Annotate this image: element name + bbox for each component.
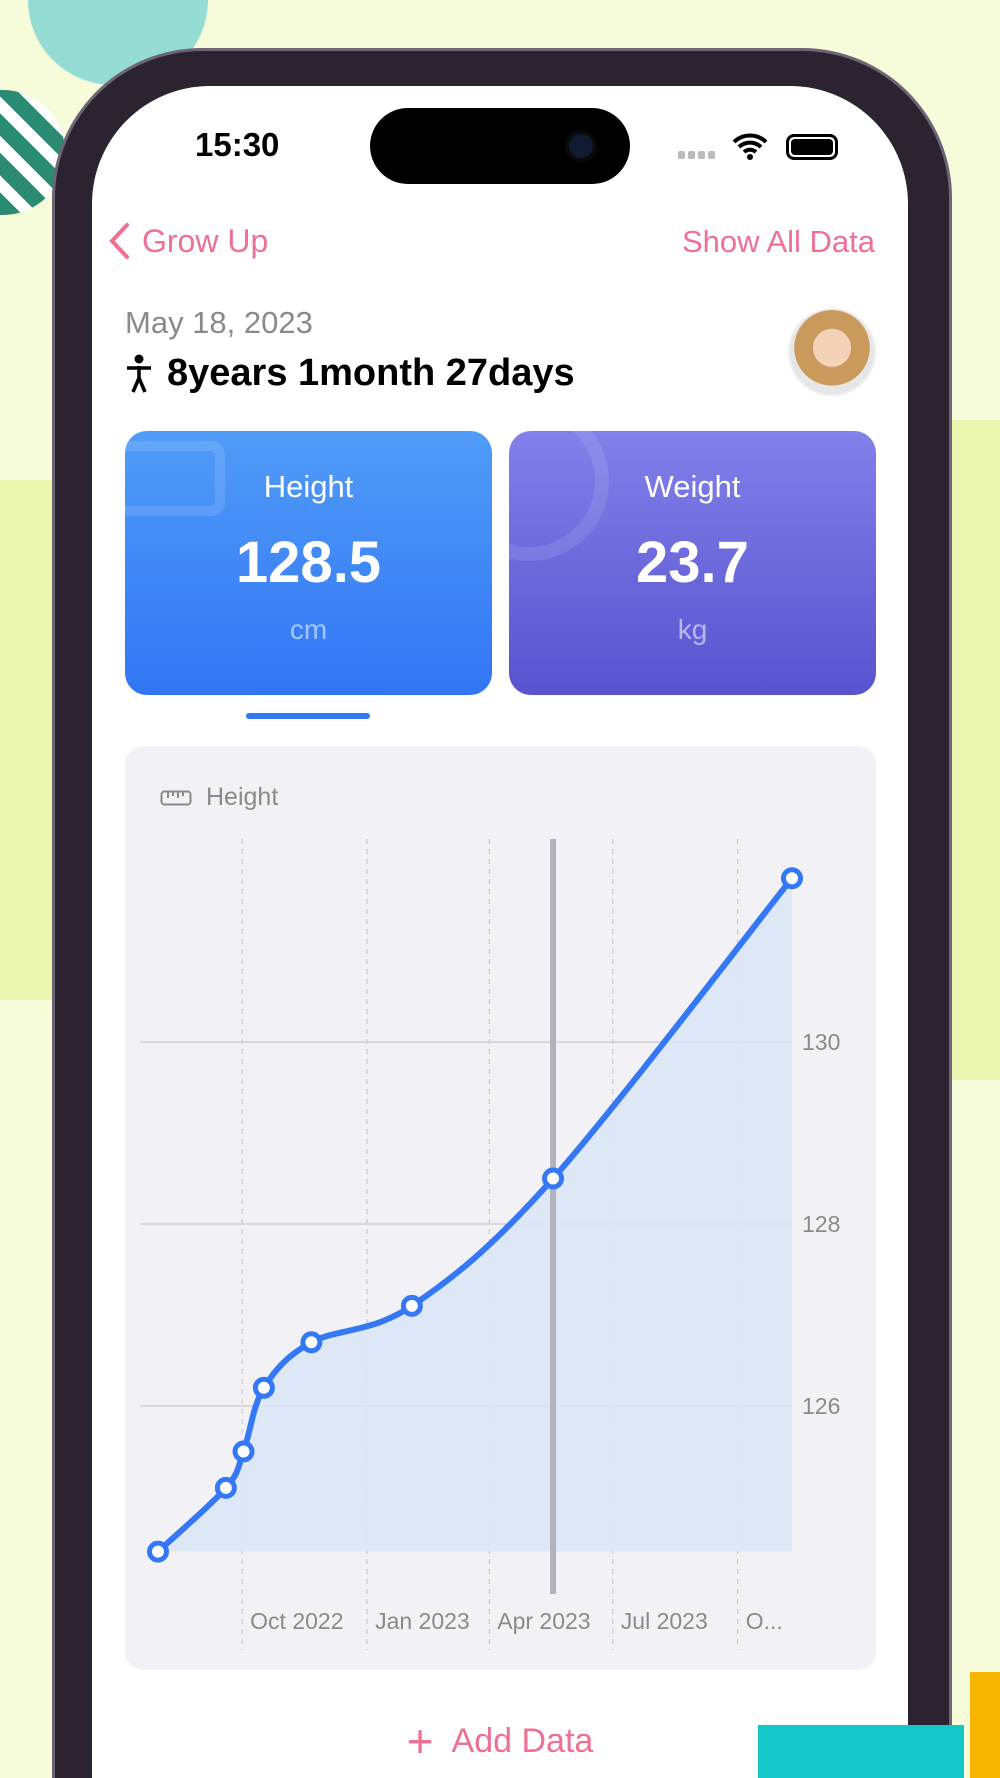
data-point: [214, 1476, 237, 1499]
ruler-icon: [125, 441, 225, 516]
gift-decoration: [758, 1725, 964, 1778]
height-unit: cm: [289, 614, 328, 645]
camera-icon: [565, 130, 597, 162]
area-fill: [158, 878, 792, 1552]
weight-card[interactable]: Weight 23.7 kg: [509, 431, 876, 695]
height-value: 128.5: [235, 530, 382, 595]
selected-card-indicator: [246, 713, 370, 719]
chevron-left-icon: [109, 223, 129, 259]
data-point: [300, 1331, 323, 1354]
data-point: [232, 1440, 255, 1463]
age-text: 8years 1month 27days: [167, 352, 575, 394]
add-data-button[interactable]: + Add Data: [0, 1718, 1000, 1764]
x-tick-label: Jan 2023: [375, 1608, 470, 1634]
height-chart[interactable]: Oct 2022 Jan 2023 Apr 2023 Jul 2023 O... 126 1…: [125, 746, 876, 1670]
y-tick-label: 128: [802, 1211, 840, 1237]
plus-icon: +: [406, 1715, 434, 1767]
data-point: [252, 1376, 275, 1399]
signal-icon: [678, 151, 715, 159]
back-label: Grow Up: [142, 222, 269, 259]
age-display: 8years 1month 27days: [125, 352, 575, 395]
battery-icon: [786, 134, 838, 160]
chart-legend: Height: [160, 783, 278, 812]
data-point: [400, 1294, 423, 1317]
x-tick-label: Oct 2022: [250, 1608, 343, 1634]
legend-label: Height: [206, 783, 279, 811]
ruler-icon: [160, 790, 192, 805]
weight-unit: kg: [677, 614, 708, 645]
back-button[interactable]: Grow Up: [108, 222, 268, 260]
data-point: [542, 1167, 565, 1190]
show-all-data-button[interactable]: Show All Data: [682, 224, 875, 259]
y-tick-label: 126: [802, 1393, 840, 1419]
y-tick-label: 130: [802, 1029, 840, 1055]
avatar[interactable]: [788, 308, 876, 396]
series-line: [155, 875, 795, 1555]
data-point: [781, 867, 803, 890]
wifi-icon: [732, 133, 768, 160]
height-card[interactable]: Height 128.5 cm: [125, 431, 492, 695]
person-icon: [127, 354, 151, 393]
x-tick-label: Apr 2023: [497, 1608, 590, 1634]
add-data-label: Add Data: [451, 1721, 594, 1760]
x-tick-label: Jul 2023: [621, 1608, 708, 1634]
chart-panel: Oct 2022 Jan 2023 Apr 2023 Jul 2023 O... 126 1…: [125, 746, 876, 1670]
status-time: 15:30: [195, 126, 280, 163]
gift-decoration: [970, 1672, 1000, 1778]
weight-value: 23.7: [636, 530, 749, 595]
height-label: Height: [263, 469, 354, 504]
weight-label: Weight: [644, 469, 741, 504]
x-tick-label: O...: [746, 1608, 783, 1634]
record-date: May 18, 2023: [125, 305, 313, 340]
data-point: [147, 1540, 169, 1563]
